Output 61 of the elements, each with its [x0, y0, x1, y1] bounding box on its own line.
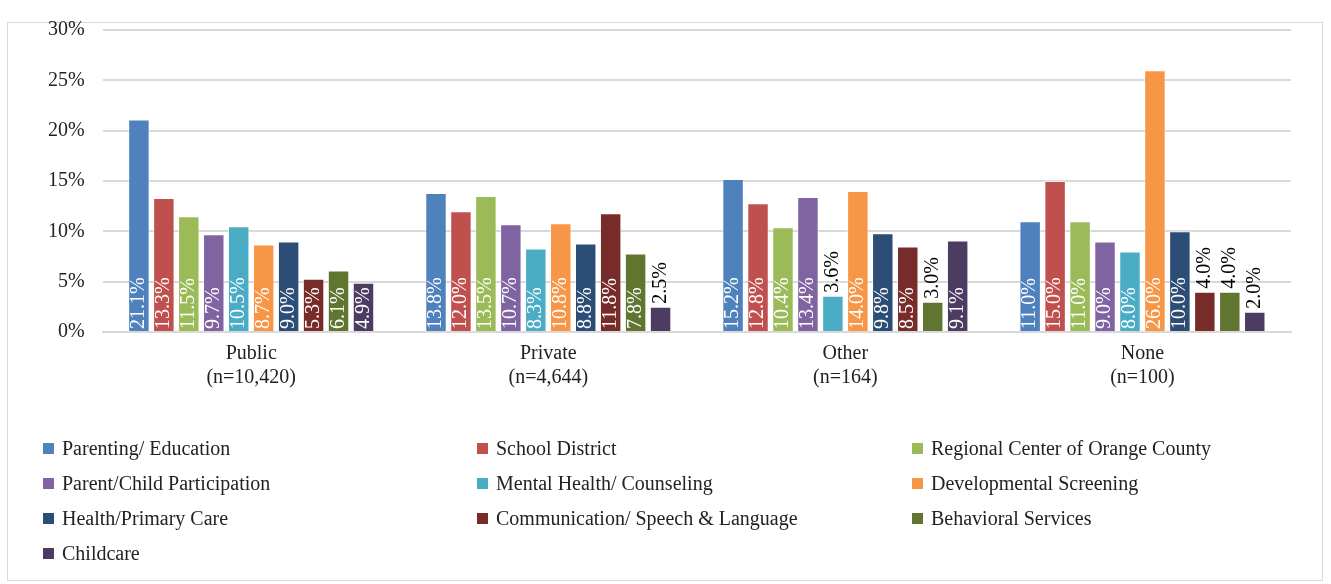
x-tick-label: Other (n=164)	[813, 341, 878, 389]
data-label: 11.5%	[176, 278, 199, 329]
data-label: 3.0%	[919, 257, 942, 299]
data-label: 5.3%	[300, 287, 323, 329]
y-tick-label: 5%	[57, 268, 85, 291]
legend-label: Mental Health/ Counseling	[496, 471, 713, 495]
data-label: 13.8%	[423, 277, 446, 329]
data-label: 13.5%	[473, 277, 496, 329]
legend-label: Parent/Child Participation	[62, 471, 271, 495]
data-label: 10.0%	[1167, 277, 1190, 329]
data-label: 12.8%	[745, 277, 768, 329]
y-tick-label: 20%	[47, 117, 85, 140]
data-label: 14.0%	[845, 277, 868, 329]
data-label: 9.1%	[944, 287, 967, 329]
data-label: 15.2%	[720, 277, 743, 329]
data-label: 10.4%	[770, 277, 793, 329]
y-tick-label: 0%	[57, 319, 85, 342]
data-label: 21.1%	[126, 277, 149, 329]
data-label: 26.0%	[1142, 277, 1165, 329]
data-label: 8.7%	[250, 287, 273, 329]
data-label: 11.0%	[1067, 278, 1090, 329]
data-label: 9.8%	[870, 287, 893, 329]
data-label: 3.6%	[820, 251, 843, 293]
x-tick-label: Public (n=10,420)	[206, 341, 297, 389]
data-label: 11.0%	[1017, 278, 1040, 329]
data-label: 8.0%	[1117, 287, 1140, 329]
data-label: 10.5%	[225, 277, 248, 329]
data-label: 8.5%	[895, 287, 918, 329]
data-label: 13.4%	[795, 277, 818, 329]
data-label: 11.8%	[597, 278, 620, 329]
data-label: 7.8%	[622, 287, 645, 329]
data-label: 15.0%	[1042, 277, 1065, 329]
data-label: 8.8%	[572, 287, 595, 329]
legend-label: Health/Primary Care	[62, 506, 229, 530]
data-label: 12.0%	[448, 277, 471, 329]
legend-label: Regional Center of Orange County	[931, 436, 1211, 460]
legend-label: Developmental Screening	[931, 471, 1139, 495]
legend-label: Behavioral Services	[931, 506, 1092, 530]
legend-label: School District	[496, 436, 617, 460]
data-label: 13.3%	[151, 277, 174, 329]
data-label: 4.0%	[1192, 247, 1215, 289]
data-label: 9.0%	[1092, 287, 1115, 329]
y-tick-label: 30%	[47, 17, 85, 40]
data-label: 9.0%	[275, 287, 298, 329]
y-tick-label: 15%	[47, 168, 85, 191]
data-label: 4.9%	[350, 287, 373, 329]
data-label: 6.1%	[325, 287, 348, 329]
data-label: 4.0%	[1217, 247, 1240, 289]
data-label: 10.7%	[498, 277, 521, 329]
data-label: 2.0%	[1242, 267, 1265, 309]
x-tick-label: Private (n=4,644)	[508, 341, 589, 389]
legend-label: Parenting/ Education	[62, 436, 231, 460]
data-label: 9.7%	[201, 287, 224, 329]
y-tick-label: 25%	[47, 67, 85, 90]
data-label: 10.8%	[548, 277, 571, 329]
legend-label: Childcare	[62, 541, 140, 565]
y-tick-label: 10%	[47, 218, 85, 241]
legend-label: Communication/ Speech & Language	[496, 506, 798, 530]
x-tick-label: None (n=100)	[1110, 341, 1175, 389]
data-label: 2.5%	[647, 262, 670, 304]
data-label: 8.3%	[523, 287, 546, 329]
